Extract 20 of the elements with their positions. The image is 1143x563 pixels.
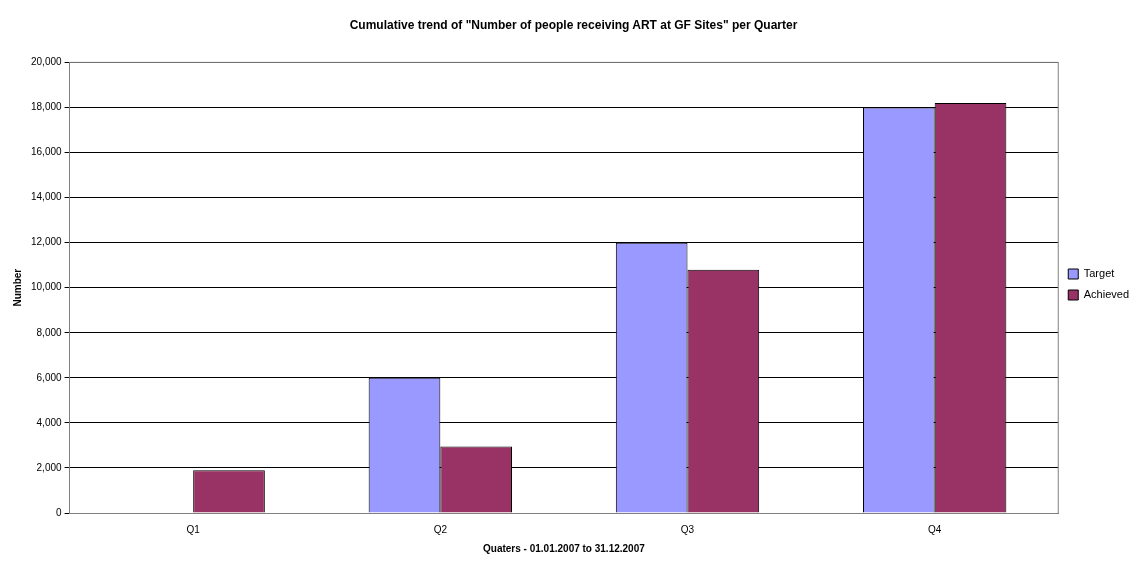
- y-tick-label: 6,000: [36, 371, 63, 383]
- y-tick-label: 12,000: [30, 236, 63, 248]
- x-tick-label: Q3: [680, 523, 695, 535]
- y-tick-label: 10,000: [30, 281, 63, 293]
- y-axis-title: Number: [11, 268, 23, 307]
- x-tick-label: Q2: [433, 523, 448, 535]
- y-tick-label: 4,000: [36, 416, 63, 428]
- y-tick-label: 0: [56, 506, 63, 518]
- legend-label: Target: [1083, 267, 1115, 280]
- y-tick-label: 8,000: [36, 326, 63, 338]
- y-tick-label: 20,000: [30, 56, 63, 68]
- chart-title: Cumulative trend of "Number of people receiving ART at GF Sites" per Quarter: [349, 17, 798, 32]
- y-tick-label: 16,000: [30, 146, 63, 158]
- x-tick-label: Q1: [186, 523, 201, 535]
- x-axis-title: Quaters - 01.01.2007 to 31.12.2007: [483, 542, 646, 554]
- y-tick-label: 14,000: [30, 191, 63, 203]
- x-tick-label: Q4: [927, 523, 942, 535]
- y-tick-label: 18,000: [30, 101, 63, 113]
- y-tick-label: 2,000: [36, 461, 63, 473]
- legend-label: Achieved: [1083, 288, 1130, 301]
